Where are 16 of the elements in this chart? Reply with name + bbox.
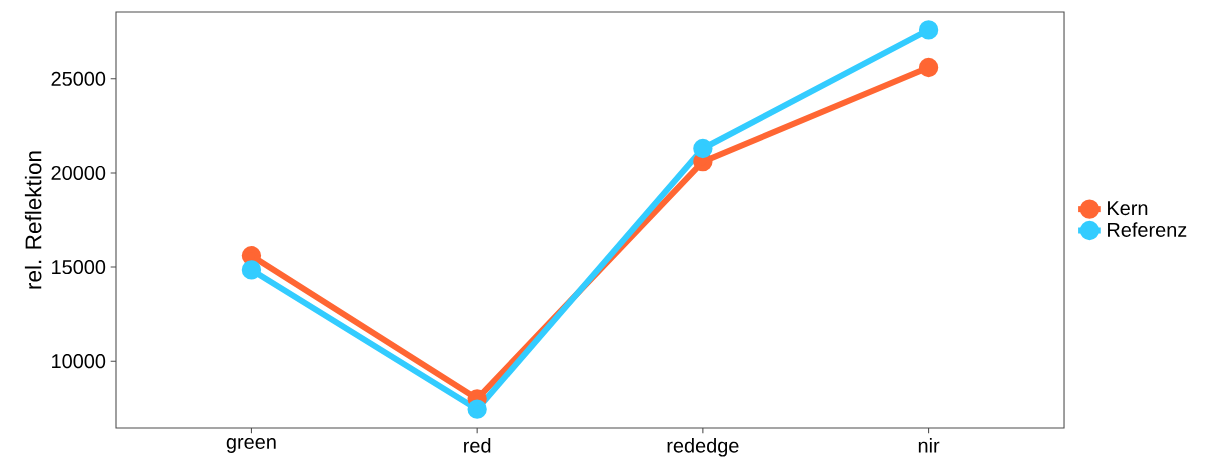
point [467, 399, 487, 419]
point [693, 138, 713, 159]
point [918, 57, 939, 78]
x-tick-label: rededge [667, 438, 739, 457]
y-tick-label: 15000 [52, 259, 106, 275]
point [241, 260, 262, 280]
legend-label: Kern [1108, 201, 1148, 216]
y-tick-label: 25000 [51, 71, 106, 86]
y-tick-label: 10000 [52, 354, 106, 369]
y-tick-label: 20000 [51, 165, 106, 180]
x-tick-label: red [464, 438, 491, 453]
legend-label: Referenz [1108, 222, 1187, 237]
x-tick-label: nir [918, 438, 940, 453]
point [918, 20, 939, 40]
x-tick-label: green [226, 438, 276, 453]
y-axis-title: rel. Reflektion [24, 151, 42, 289]
